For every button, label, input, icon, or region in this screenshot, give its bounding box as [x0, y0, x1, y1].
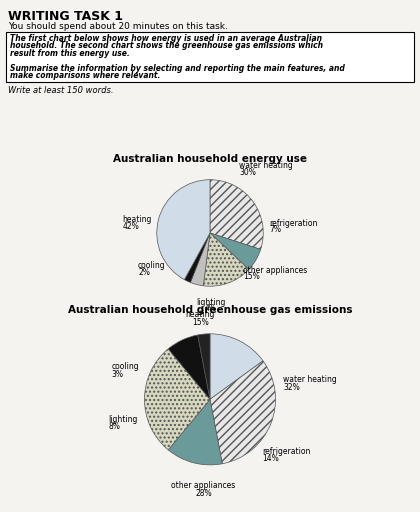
Title: Australian household greenhouse gas emissions: Australian household greenhouse gas emis…: [68, 305, 352, 315]
Wedge shape: [203, 233, 249, 286]
Title: Australian household energy use: Australian household energy use: [113, 154, 307, 164]
Text: cooling: cooling: [138, 262, 166, 270]
Wedge shape: [168, 335, 210, 399]
Text: lighting: lighting: [108, 415, 138, 423]
Text: water heating: water heating: [284, 375, 337, 384]
Text: cooling: cooling: [112, 362, 139, 371]
Wedge shape: [210, 233, 261, 269]
Text: You should spend about 20 minutes on this task.: You should spend about 20 minutes on thi…: [8, 22, 228, 31]
Wedge shape: [210, 361, 276, 464]
Text: 3%: 3%: [112, 370, 124, 379]
Text: 15%: 15%: [243, 272, 260, 282]
Wedge shape: [144, 349, 210, 450]
Text: 7%: 7%: [270, 225, 282, 234]
Wedge shape: [198, 334, 210, 399]
Text: refrigeration: refrigeration: [270, 219, 318, 228]
Text: 42%: 42%: [122, 222, 139, 231]
Wedge shape: [190, 233, 210, 286]
Text: 15%: 15%: [192, 318, 209, 327]
Wedge shape: [157, 180, 210, 280]
Text: The first chart below shows how energy is used in an average Australian: The first chart below shows how energy i…: [10, 34, 322, 43]
Text: heating: heating: [186, 310, 215, 319]
Text: 2%: 2%: [138, 268, 150, 277]
Text: household. The second chart shows the greenhouse gas emissions which: household. The second chart shows the gr…: [10, 41, 323, 51]
Text: 8%: 8%: [108, 422, 120, 432]
Text: make comparisons where relevant.: make comparisons where relevant.: [10, 72, 160, 80]
Text: Write at least 150 words.: Write at least 150 words.: [8, 86, 113, 95]
Text: other appliances: other appliances: [243, 266, 307, 275]
Bar: [6, 32, 414, 82]
Text: heating: heating: [122, 215, 152, 224]
Text: 4%: 4%: [205, 304, 217, 313]
Wedge shape: [168, 399, 222, 465]
Text: result from this energy use.: result from this energy use.: [10, 49, 130, 58]
Text: 14%: 14%: [262, 455, 279, 463]
Text: WRITING TASK 1: WRITING TASK 1: [8, 10, 123, 23]
Text: other appliances: other appliances: [171, 481, 236, 490]
Wedge shape: [184, 233, 210, 283]
Text: lighting: lighting: [197, 298, 226, 307]
Wedge shape: [210, 334, 263, 399]
Text: Summarise the information by selecting and reporting the main features, and: Summarise the information by selecting a…: [10, 64, 345, 73]
Text: refrigeration: refrigeration: [262, 446, 311, 456]
Text: 30%: 30%: [239, 167, 256, 177]
Wedge shape: [210, 180, 263, 249]
Text: 28%: 28%: [195, 489, 212, 498]
Text: 32%: 32%: [284, 383, 300, 392]
Text: water heating: water heating: [239, 161, 293, 170]
